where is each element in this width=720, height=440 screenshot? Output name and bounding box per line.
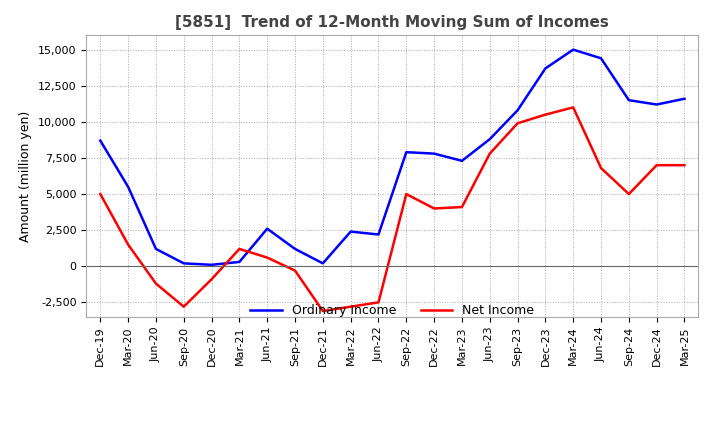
Net Income	[346, 304, 355, 309]
Ordinary Income	[652, 102, 661, 107]
Ordinary Income	[291, 246, 300, 252]
Title: [5851]  Trend of 12-Month Moving Sum of Incomes: [5851] Trend of 12-Month Moving Sum of I…	[176, 15, 609, 30]
Net Income	[318, 308, 327, 314]
Ordinary Income	[569, 47, 577, 52]
Net Income	[291, 268, 300, 273]
Net Income	[513, 121, 522, 126]
Net Income	[263, 255, 271, 260]
Ordinary Income	[485, 136, 494, 142]
Ordinary Income	[624, 98, 633, 103]
Net Income	[485, 151, 494, 156]
Net Income	[374, 300, 383, 305]
Ordinary Income	[597, 56, 606, 61]
Ordinary Income	[374, 232, 383, 237]
Y-axis label: Amount (million yen): Amount (million yen)	[19, 110, 32, 242]
Net Income	[569, 105, 577, 110]
Ordinary Income	[513, 108, 522, 113]
Net Income	[680, 162, 689, 168]
Ordinary Income	[318, 261, 327, 266]
Ordinary Income	[430, 151, 438, 156]
Net Income	[430, 206, 438, 211]
Net Income	[152, 281, 161, 286]
Ordinary Income	[346, 229, 355, 234]
Ordinary Income	[541, 66, 550, 71]
Net Income	[597, 165, 606, 171]
Ordinary Income	[402, 150, 410, 155]
Net Income	[124, 242, 132, 247]
Net Income	[652, 162, 661, 168]
Net Income	[458, 205, 467, 210]
Net Income	[179, 304, 188, 309]
Line: Ordinary Income: Ordinary Income	[100, 50, 685, 265]
Ordinary Income	[152, 246, 161, 252]
Ordinary Income	[207, 262, 216, 268]
Ordinary Income	[235, 259, 243, 264]
Ordinary Income	[124, 184, 132, 190]
Ordinary Income	[458, 158, 467, 164]
Net Income	[235, 246, 243, 252]
Net Income	[207, 277, 216, 282]
Net Income	[624, 191, 633, 197]
Ordinary Income	[96, 138, 104, 143]
Ordinary Income	[179, 261, 188, 266]
Ordinary Income	[263, 226, 271, 231]
Ordinary Income	[680, 96, 689, 101]
Net Income	[541, 112, 550, 117]
Legend: Ordinary Income, Net Income: Ordinary Income, Net Income	[246, 300, 539, 323]
Line: Net Income: Net Income	[100, 107, 685, 311]
Net Income	[402, 191, 410, 197]
Net Income	[96, 191, 104, 197]
